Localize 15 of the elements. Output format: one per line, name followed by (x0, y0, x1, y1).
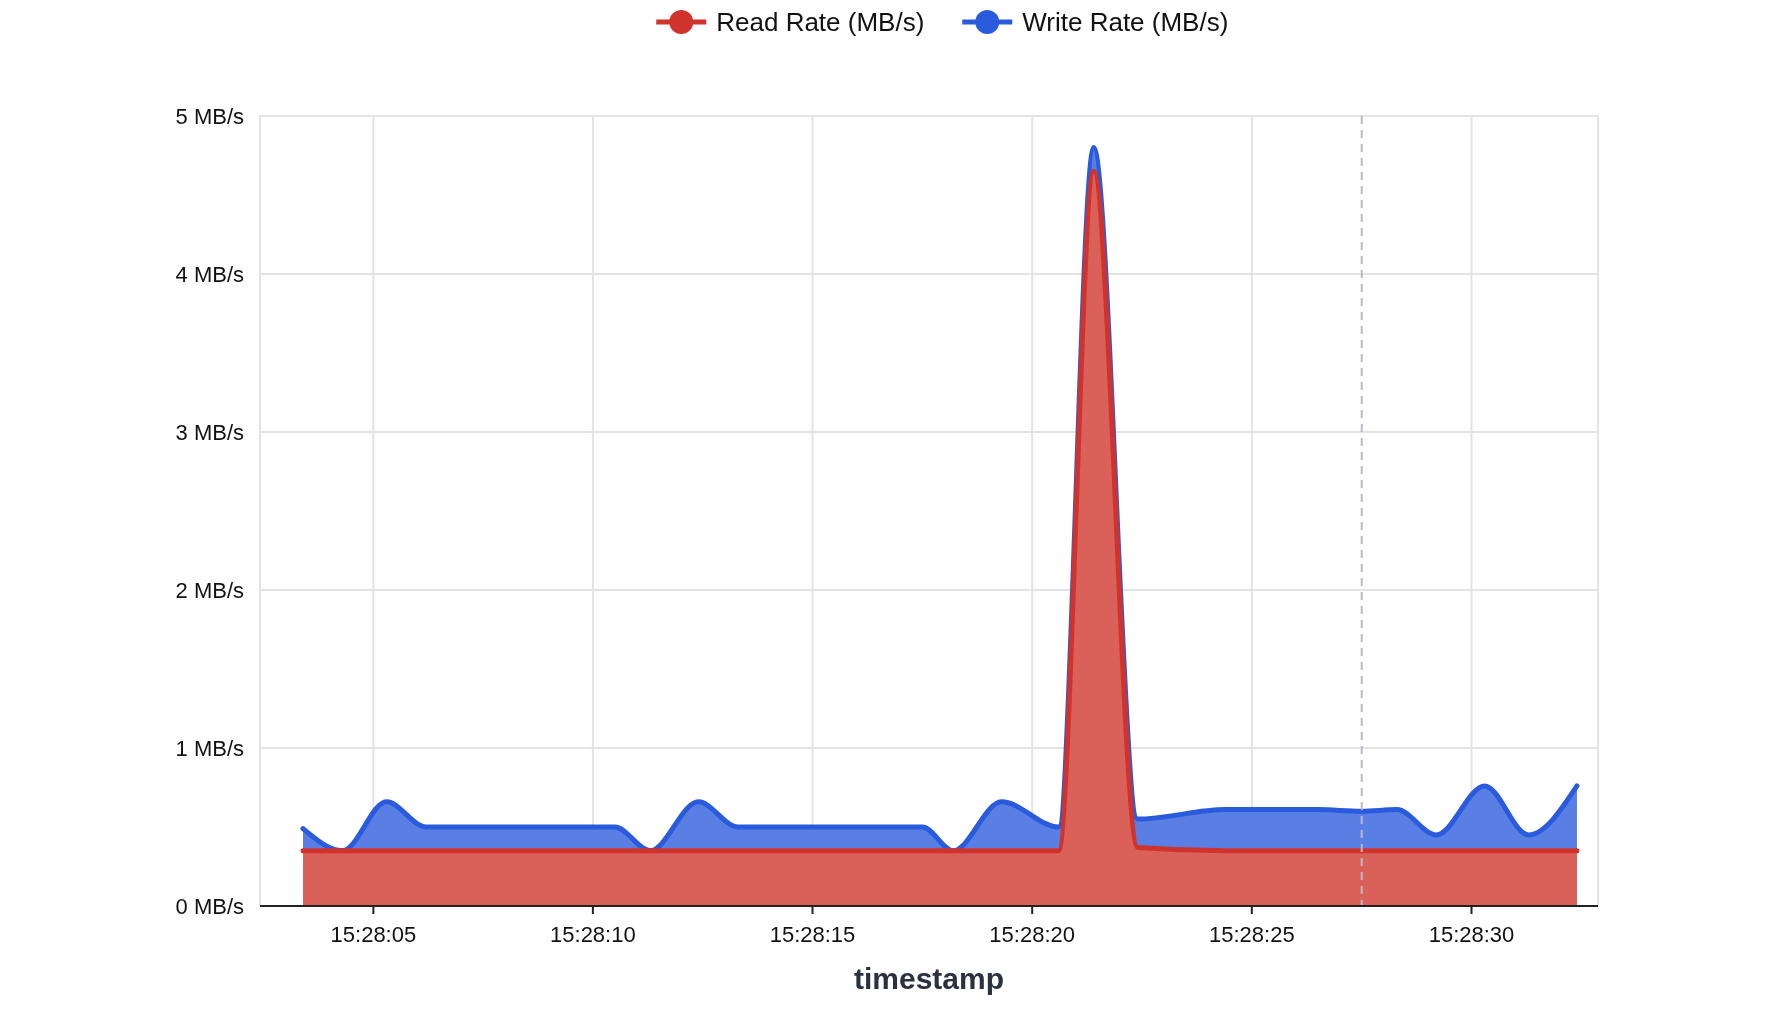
y-tick-label: 4 MB/s (175, 261, 244, 287)
y-tick-label: 0 MB/s (175, 893, 244, 919)
legend-label: Read Rate (MB/s) (716, 7, 925, 38)
x-tick-label: 15:28:25 (1209, 922, 1295, 947)
x-tick-label: 15:28:30 (1428, 922, 1515, 947)
y-tick-label: 3 MB/s (175, 419, 244, 445)
x-axis-title: timestamp (853, 962, 1005, 995)
x-tick-label: 15:28:05 (330, 922, 417, 947)
y-tick-label: 2 MB/s (175, 577, 244, 603)
x-tick-label: 15:28:15 (769, 922, 856, 947)
legend-label: Write Rate (MB/s) (1022, 7, 1229, 38)
y-tick-label: 1 MB/s (175, 735, 244, 761)
x-tick-label: 15:28:10 (550, 922, 636, 947)
y-tick-label: 5 MB/s (175, 103, 244, 129)
x-tick-label: 15:28:20 (989, 922, 1075, 947)
